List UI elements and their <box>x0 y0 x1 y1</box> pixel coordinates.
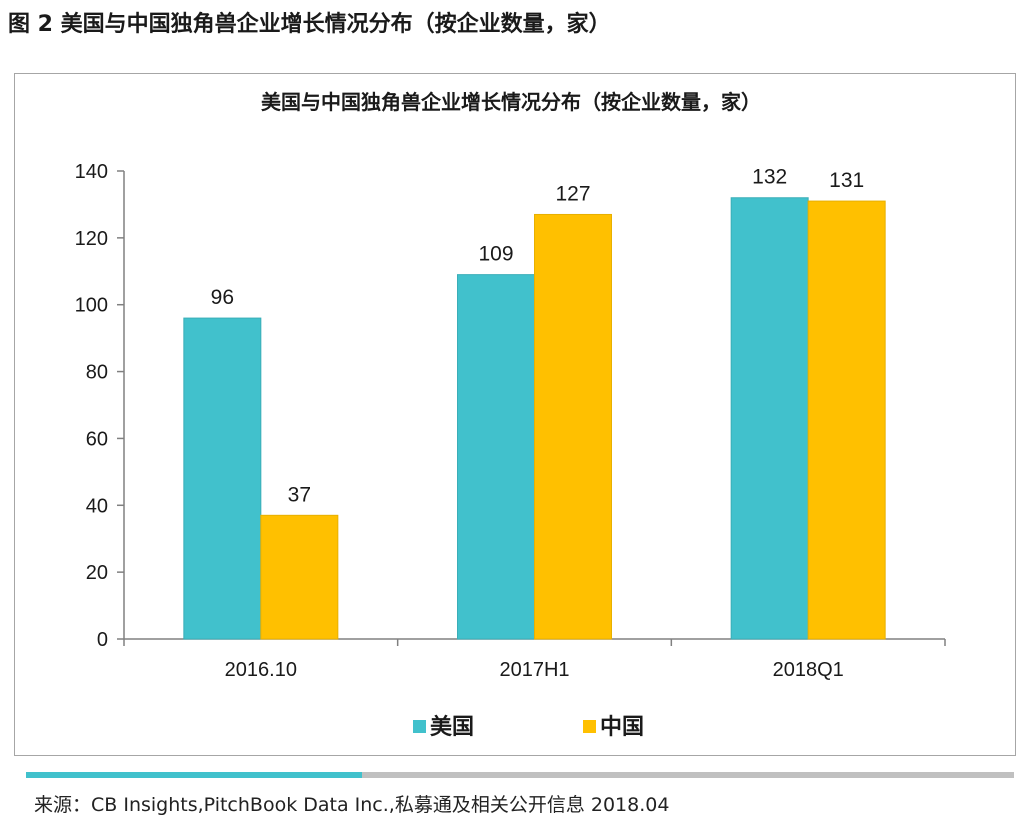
data-label: 127 <box>555 182 590 205</box>
data-label: 132 <box>752 166 787 189</box>
bar-us <box>457 274 535 640</box>
x-tick-label: 2016.10 <box>225 659 297 681</box>
data-label: 131 <box>829 169 864 192</box>
y-tick-label: 100 <box>75 295 108 317</box>
data-label: 96 <box>211 286 234 309</box>
source-note: 来源：CB Insights,PitchBook Data Inc.,私募通及相… <box>34 794 670 816</box>
chart-title: 美国与中国独角兽企业增长情况分布（按企业数量，家） <box>261 90 761 114</box>
x-tick-label: 2018Q1 <box>773 659 844 681</box>
bar-us <box>183 317 262 640</box>
y-tick-label: 80 <box>86 362 108 384</box>
data-label: 37 <box>288 483 311 506</box>
bar-us <box>730 197 809 640</box>
progress-bar <box>26 772 1014 778</box>
legend-swatch <box>583 720 596 733</box>
x-tick-label: 2017H1 <box>499 659 569 681</box>
bar-chart: 美国与中国独角兽企业增长情况分布（按企业数量，家） 0 20 40 60 80 100 12… <box>75 90 946 740</box>
y-tick-label: 0 <box>97 629 108 651</box>
y-tick-label: 120 <box>75 228 108 250</box>
legend-label: 美国 <box>430 714 474 740</box>
progress-fill <box>26 772 362 778</box>
chart-frame: 美国与中国独角兽企业增长情况分布（按企业数量，家） 0 20 40 60 80 100 12… <box>14 73 1016 756</box>
legend-label: 中国 <box>600 715 644 740</box>
y-tick-label: 40 <box>86 495 108 517</box>
bar-cn <box>260 514 339 640</box>
data-label: 109 <box>478 243 513 266</box>
bar-cn <box>534 213 612 640</box>
bar-cn <box>807 200 886 640</box>
y-tick-label: 140 <box>75 161 108 183</box>
y-tick-label: 60 <box>86 428 108 450</box>
figure-caption: 图 2 美国与中国独角兽企业增长情况分布（按企业数量，家） <box>8 12 611 37</box>
y-tick-label: 20 <box>86 562 108 584</box>
legend-swatch <box>413 720 426 733</box>
